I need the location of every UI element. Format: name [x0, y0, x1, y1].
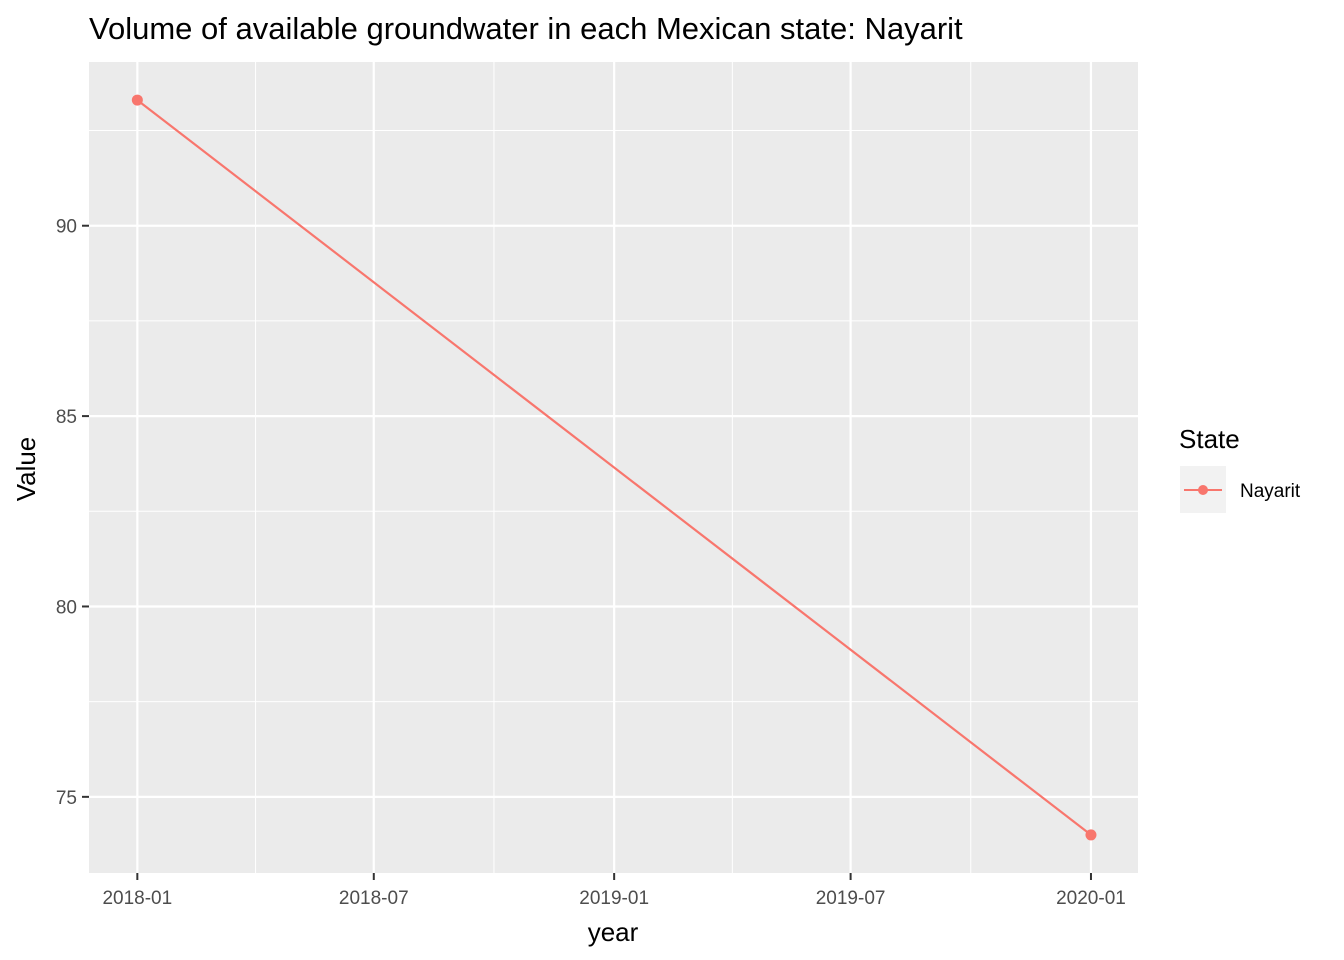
legend-title: State — [1179, 424, 1240, 454]
x-axis-title: year — [588, 917, 639, 947]
y-axis-title: Value — [11, 437, 41, 502]
x-tick-label: 2019-01 — [579, 888, 649, 909]
y-tick-label: 75 — [56, 788, 77, 809]
legend-label-nayarit: Nayarit — [1240, 481, 1301, 502]
data-point — [131, 94, 143, 106]
x-tick-label: 2018-01 — [102, 888, 172, 909]
x-tick-label: 2019-07 — [816, 888, 886, 909]
x-tick-label: 2018-07 — [339, 888, 409, 909]
y-tick-label: 85 — [56, 407, 77, 428]
chart-title: Volume of available groundwater in each … — [89, 11, 963, 46]
y-tick-label: 80 — [56, 597, 77, 618]
y-tick-label: 90 — [56, 217, 77, 238]
legend-key-point — [1198, 485, 1208, 495]
legend: State Nayarit — [1179, 424, 1301, 513]
data-point — [1085, 829, 1097, 841]
series-line-nayarit — [136, 99, 1092, 836]
x-axis: 2018-01 2018-07 2019-01 2019-07 2020-01 — [102, 873, 1126, 909]
y-axis: 75 80 85 90 — [56, 217, 89, 809]
series-layer — [131, 94, 1097, 841]
x-tick-label: 2020-01 — [1056, 888, 1126, 909]
